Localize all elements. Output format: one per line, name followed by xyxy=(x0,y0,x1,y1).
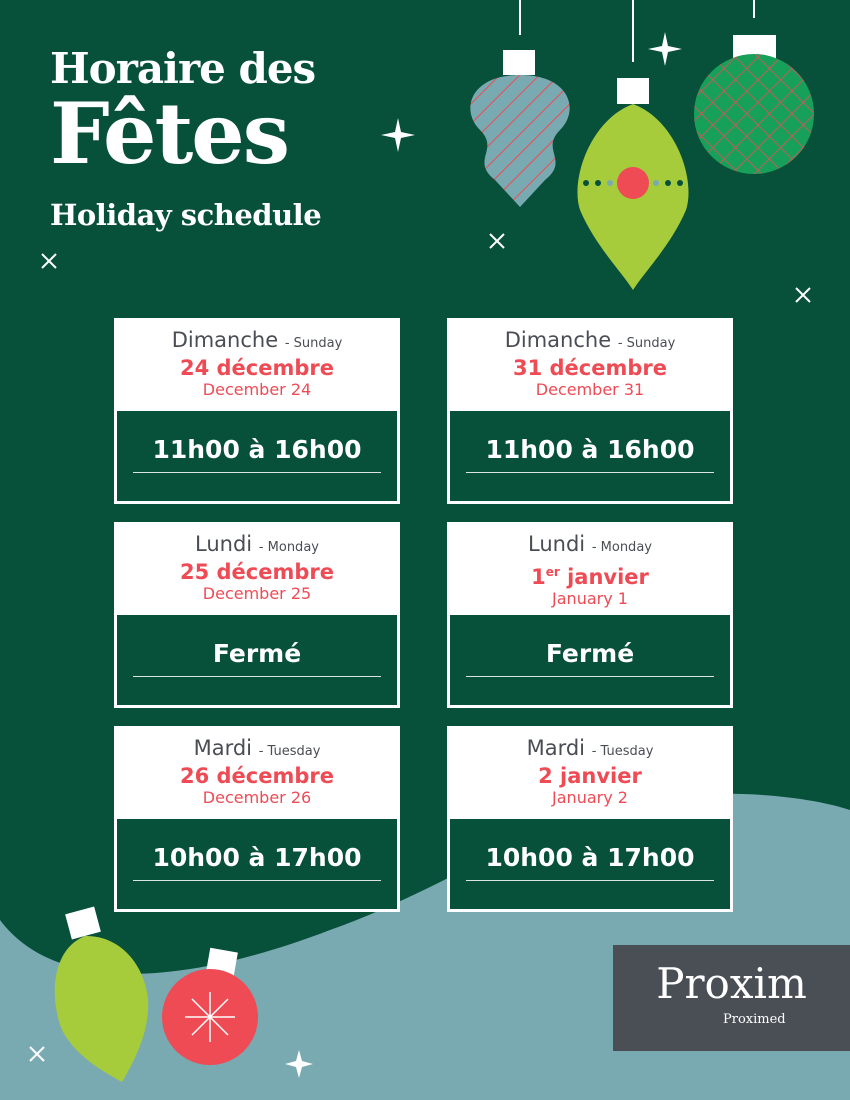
date-english: January 2 xyxy=(552,788,628,807)
card-hours-section: 11h00 à 16h00 xyxy=(116,410,398,502)
schedule-card: Dimanche - Sunday 31 décembre December 3… xyxy=(447,318,733,504)
date-french: 24 décembre xyxy=(114,356,400,380)
card-hours-section: Fermé xyxy=(116,614,398,706)
hours: Fermé xyxy=(545,639,635,668)
title-french-line1: Horaire des xyxy=(50,44,316,93)
day-french: Dimanche xyxy=(504,328,612,352)
date-french: 25 décembre xyxy=(114,560,400,584)
day-english: - Tuesday xyxy=(591,744,654,759)
hours: Fermé xyxy=(212,639,302,668)
divider xyxy=(133,880,381,881)
day-english: - Monday xyxy=(258,540,319,555)
divider xyxy=(466,472,714,473)
hours: 11h00 à 16h00 xyxy=(152,435,362,464)
day-english: - Tuesday xyxy=(258,744,321,759)
title-french-line2: Fêtes xyxy=(50,84,290,183)
hours: 11h00 à 16h00 xyxy=(485,435,695,464)
card-date-section: Mardi - Tuesday 2 janvier January 2 xyxy=(447,726,733,816)
logo-sub: Proximed xyxy=(723,1012,786,1027)
card-hours-section: 10h00 à 17h00 xyxy=(116,818,398,910)
date-english: December 26 xyxy=(202,788,312,807)
day-english: - Sunday xyxy=(617,336,676,351)
ornament-bottom-red xyxy=(162,947,258,1065)
schedule-card: Dimanche - Sunday 24 décembre December 2… xyxy=(114,318,400,504)
date-french-text: 25 décembre xyxy=(179,560,334,584)
schedule-card: Lundi - Monday 1er janvier January 1 Fer… xyxy=(447,522,733,708)
day-french: Mardi xyxy=(526,736,585,760)
hours: 10h00 à 17h00 xyxy=(485,843,695,872)
ornament-teal xyxy=(470,0,570,207)
divider xyxy=(133,472,381,473)
date-french: 31 décembre xyxy=(447,356,733,380)
card-date-section: Lundi - Monday 25 décembre December 25 xyxy=(114,522,400,612)
hours: 10h00 à 17h00 xyxy=(152,843,362,872)
day-french: Lundi xyxy=(528,532,586,556)
title-english: Holiday schedule xyxy=(50,198,322,232)
date-french: 1er janvier xyxy=(447,560,733,589)
divider xyxy=(466,676,714,677)
day-english: - Monday xyxy=(591,540,652,555)
divider xyxy=(466,880,714,881)
card-hours-section: 10h00 à 17h00 xyxy=(449,818,731,910)
day-french: Mardi xyxy=(193,736,252,760)
date-english: January 1 xyxy=(552,589,628,608)
schedule-card: Mardi - Tuesday 26 décembre December 26 … xyxy=(114,726,400,912)
date-french-text: 2 janvier xyxy=(538,764,642,788)
proxim-logo: Proxim Proximed xyxy=(613,945,850,1051)
day-english: - Sunday xyxy=(284,336,343,351)
date-number: 1 xyxy=(531,565,546,589)
date-english: December 25 xyxy=(202,584,312,603)
date-french-text: 26 décembre xyxy=(179,764,334,788)
ornament-green xyxy=(694,0,814,174)
ornament-lime xyxy=(577,0,689,290)
date-french-text: 24 décembre xyxy=(179,356,334,380)
schedule-card: Lundi - Monday 25 décembre December 25 F… xyxy=(114,522,400,708)
card-date-section: Mardi - Tuesday 26 décembre December 26 xyxy=(114,726,400,816)
card-date-section: Dimanche - Sunday 31 décembre December 3… xyxy=(447,318,733,408)
logo-brand: Proxim xyxy=(656,959,807,1008)
card-date-section: Dimanche - Sunday 24 décembre December 2… xyxy=(114,318,400,408)
sparkles xyxy=(29,32,811,1078)
ornament-bottom-lime xyxy=(54,906,149,1082)
date-french-text: 31 décembre xyxy=(512,356,667,380)
divider xyxy=(133,676,381,677)
card-date-section: Lundi - Monday 1er janvier January 1 xyxy=(447,522,733,612)
card-hours-section: Fermé xyxy=(449,614,731,706)
date-suffix: er xyxy=(545,565,560,579)
date-english: December 31 xyxy=(535,380,645,399)
date-french: 26 décembre xyxy=(114,764,400,788)
date-english: December 24 xyxy=(202,380,312,399)
date-month: janvier xyxy=(559,565,649,589)
day-french: Lundi xyxy=(195,532,253,556)
card-hours-section: 11h00 à 16h00 xyxy=(449,410,731,502)
day-french: Dimanche xyxy=(171,328,279,352)
date-french: 2 janvier xyxy=(447,764,733,788)
schedule-card: Mardi - Tuesday 2 janvier January 2 10h0… xyxy=(447,726,733,912)
